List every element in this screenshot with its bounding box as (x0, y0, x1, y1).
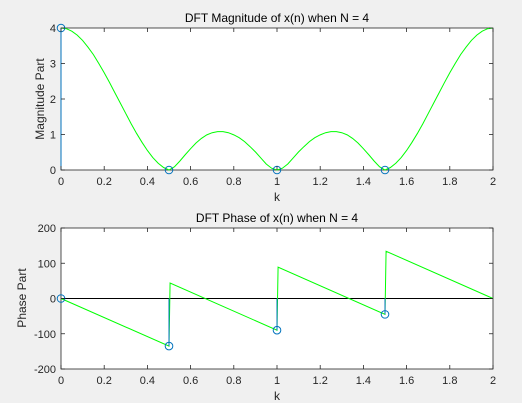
phase-y-tick-label: -200 (34, 364, 56, 376)
magnitude-y-tick-label: 3 (50, 59, 56, 71)
magnitude-x-axis-label: k (274, 190, 281, 204)
phase-x-tick-label: 0.6 (183, 375, 198, 387)
magnitude-chart-title: DFT Magnitude of x(n) when N = 4 (185, 11, 370, 25)
phase-axes: 0 0.2 0.4 0.6 0.8 1 1.2 1.4 1.6 1.8 2 -200 -100 0 100 2… (15, 211, 496, 403)
phase-x-tick-label: 0.2 (97, 375, 112, 387)
magnitude-x-tick-label: 1.6 (399, 176, 414, 188)
phase-stem-marker (164, 341, 174, 351)
phase-y-tick-label: 200 (38, 223, 56, 235)
magnitude-x-tick-label: 0.4 (140, 176, 155, 188)
magnitude-x-tick-label: 1.4 (356, 176, 371, 188)
magnitude-x-tick-label: 0.8 (226, 176, 241, 188)
phase-series (56, 250, 494, 351)
magnitude-axis-ticks: 0 0.2 0.4 0.6 0.8 1 1.2 1.4 1.6 1.8 2 0 1 2 3 4 (50, 23, 496, 188)
phase-x-tick-label: 1.4 (356, 375, 371, 387)
phase-x-tick-label: 1.6 (399, 375, 414, 387)
phase-x-tick-label: 1 (274, 375, 280, 387)
magnitude-stem-marker (380, 165, 390, 175)
magnitude-axes: 0 0.2 0.4 0.6 0.8 1 1.2 1.4 1.6 1.8 2 0 1 2 3 4 DFT Mag… (33, 11, 496, 204)
magnitude-y-tick-label: 2 (50, 94, 56, 106)
phase-y-tick-label: 100 (38, 258, 56, 270)
phase-x-tick-label: 1.8 (442, 375, 457, 387)
magnitude-stem-marker (164, 165, 174, 175)
phase-axis-ticks: 0 0.2 0.4 0.6 0.8 1 1.2 1.4 1.6 1.8 2 -200 -100 0 100 2… (34, 223, 496, 387)
phase-y-tick-label: -100 (34, 329, 56, 341)
magnitude-x-tick-label: 1 (274, 176, 280, 188)
phase-x-tick-label: 0.4 (140, 375, 155, 387)
phase-x-tick-label: 0.8 (226, 375, 241, 387)
phase-stem-marker (380, 310, 390, 319)
magnitude-y-axis-label: Magnitude Part (33, 58, 47, 140)
magnitude-x-tick-label: 0.2 (97, 176, 112, 188)
phase-x-axis-label: k (274, 389, 281, 403)
phase-x-tick-label: 0 (58, 375, 64, 387)
magnitude-y-tick-label: 1 (50, 130, 56, 142)
phase-y-axis-label: Phase Part (15, 268, 29, 328)
magnitude-x-tick-label: 0.6 (183, 176, 198, 188)
magnitude-x-tick-label: 1.8 (442, 176, 457, 188)
magnitude-x-tick-label: 0 (58, 176, 64, 188)
phase-stem-marker (272, 325, 282, 335)
magnitude-x-tick-label: 1.2 (313, 176, 328, 188)
magnitude-y-tick-label: 4 (50, 23, 56, 35)
magnitude-x-tick-label: 2 (490, 176, 496, 188)
phase-x-tick-label: 2 (490, 375, 496, 387)
phase-x-tick-label: 1.2 (313, 375, 328, 387)
phase-y-tick-label: 0 (50, 294, 56, 306)
magnitude-plot-area (60, 27, 494, 171)
magnitude-y-tick-label: 0 (50, 165, 56, 177)
phase-chart-title: DFT Phase of x(n) when N = 4 (196, 211, 359, 225)
